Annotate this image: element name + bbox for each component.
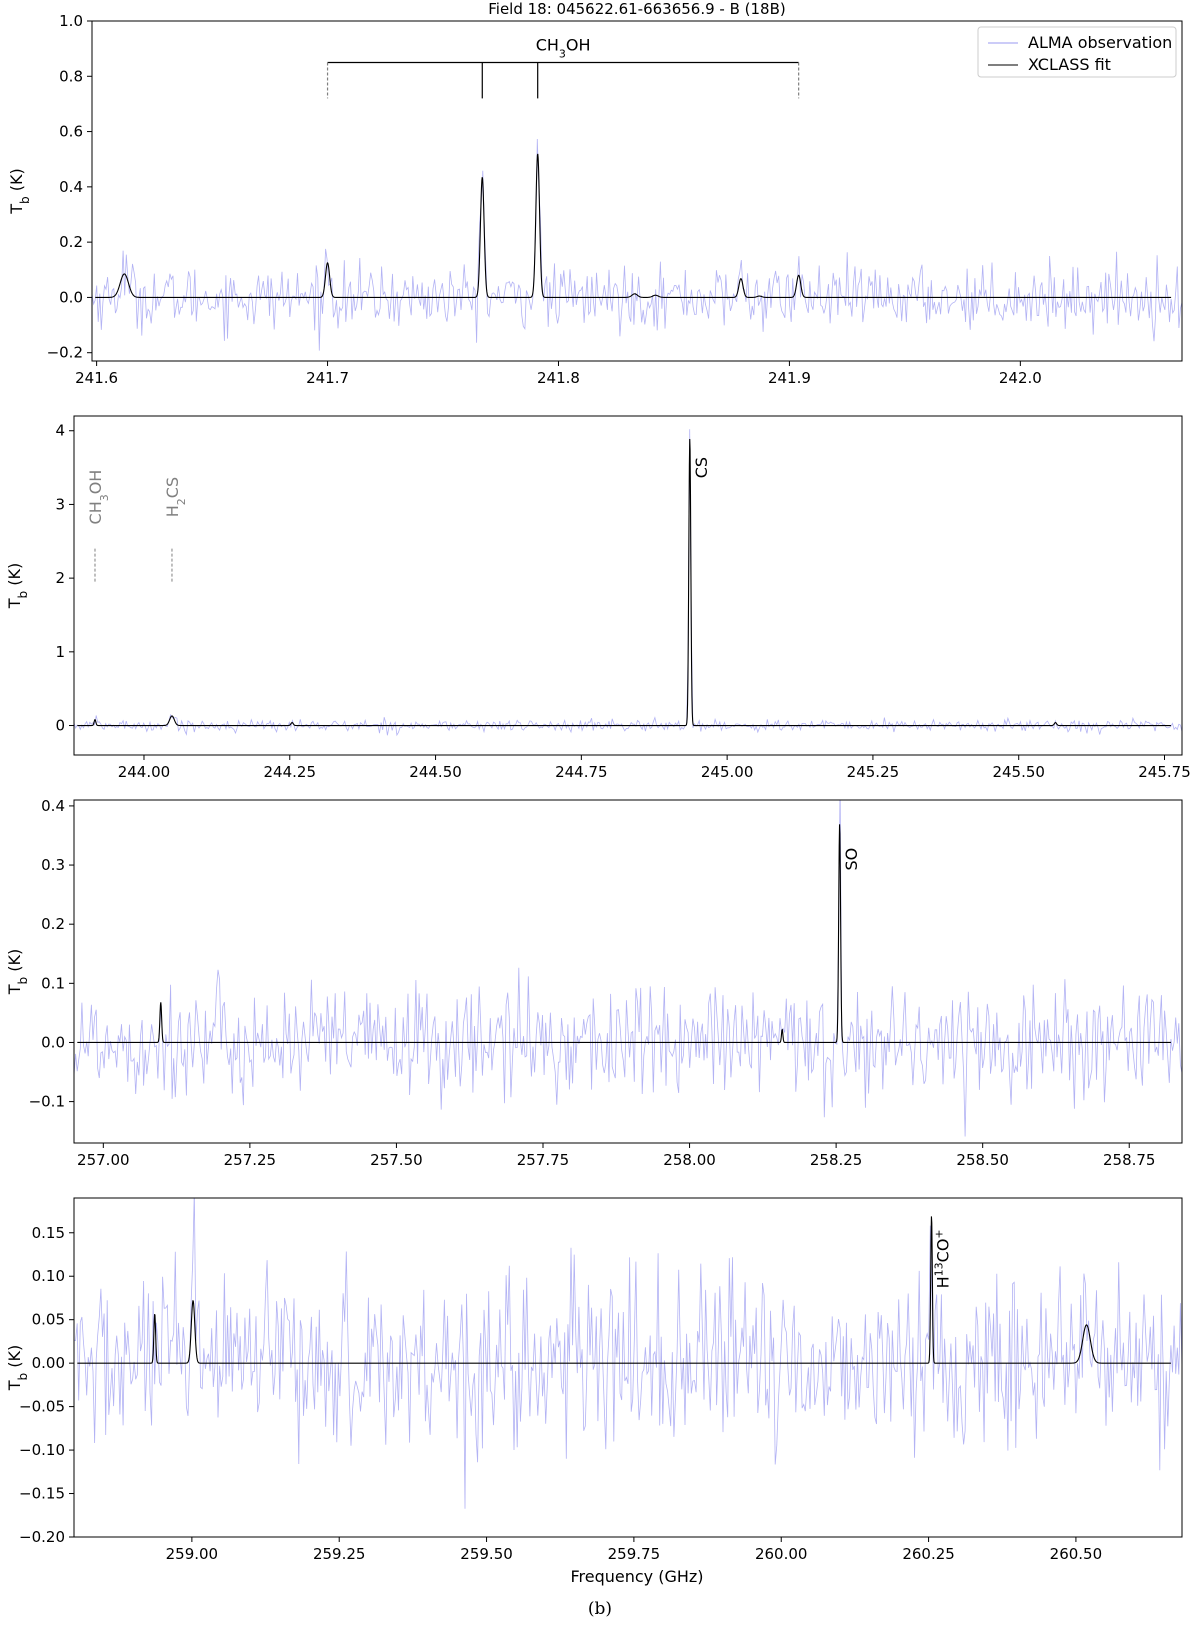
x-tick-label: 259.50	[460, 1545, 513, 1563]
observation-series	[74, 800, 1182, 1137]
molecule-label: H2CS	[163, 477, 188, 517]
x-tick-label: 258.50	[956, 1151, 1009, 1169]
figure-title: Field 18: 045622.61-663656.9 - B (18B)	[488, 0, 786, 18]
legend-box	[977, 26, 1177, 78]
x-tick-label: 244.75	[555, 763, 608, 781]
y-tick-label: −0.10	[19, 1441, 65, 1459]
molecule-label: H13CO+	[932, 1229, 953, 1288]
molecule-label: CH3OH	[536, 35, 591, 60]
panels: 241.6 241.7 241.8 241.9 242.0 −0.2 0.0 0.2 0.4 0.…	[5, 12, 1191, 1563]
y-axis-label: Tb (K)	[5, 563, 30, 609]
x-tick-label: 245.25	[847, 763, 900, 781]
plot-frame	[73, 415, 1183, 756]
y-tick-label: 0.6	[59, 123, 83, 141]
fit-series	[77, 1216, 1171, 1364]
y-tick-label: 0.0	[41, 1033, 65, 1051]
x-tick-label: 257.25	[224, 1151, 277, 1169]
spectrum-panel-2: 244.00 244.25 244.50 244.75 245.00 245.25 245.…	[5, 415, 1191, 781]
x-tick-label: 257.00	[77, 1151, 130, 1169]
x-tick-label: 258.25	[810, 1151, 863, 1169]
y-tick-label: 3	[55, 495, 65, 513]
y-tick-label: 1	[55, 643, 65, 661]
plot-frame	[73, 799, 1183, 1144]
y-tick-label: 0.8	[59, 67, 83, 85]
y-tick-label: −0.15	[19, 1485, 65, 1503]
x-tick-label: 244.25	[264, 763, 317, 781]
molecule-label: CS	[692, 457, 711, 478]
legend-entry: ALMA observation	[1028, 33, 1172, 52]
y-tick-label: 0.05	[32, 1311, 65, 1329]
y-axis-label: Tb (K)	[5, 1345, 30, 1391]
x-tick-label: 241.9	[768, 369, 811, 387]
y-tick-label: −0.05	[19, 1398, 65, 1416]
x-tick-label: 244.00	[118, 763, 171, 781]
legend: ALMA observation XCLASS fit	[977, 26, 1177, 78]
spectrum-panel-4: 259.00 259.25 259.50 259.75 260.00 260.25 260.…	[5, 1197, 1183, 1563]
molecule-label: SO	[842, 848, 861, 871]
y-tick-label: 1.0	[59, 12, 83, 30]
x-tick-label: 259.25	[313, 1545, 366, 1563]
y-tick-label: −0.2	[47, 344, 83, 362]
x-tick-label: 242.0	[999, 369, 1042, 387]
x-tick-label: 245.00	[701, 763, 754, 781]
legend-entry: XCLASS fit	[1028, 55, 1111, 74]
y-tick-label: 0.10	[32, 1267, 65, 1285]
x-tick-label: 260.00	[755, 1545, 808, 1563]
x-axis-label: Frequency (GHz)	[570, 1567, 703, 1586]
x-tick-label: 260.25	[902, 1545, 955, 1563]
y-tick-label: 0.4	[41, 797, 65, 815]
observation-series	[92, 138, 1182, 351]
x-tick-label: 257.50	[370, 1151, 423, 1169]
y-tick-label: 0.0	[59, 288, 83, 306]
x-tick-label: 241.8	[537, 369, 580, 387]
fit-series	[95, 153, 1172, 298]
figure-caption: (b)	[587, 1599, 613, 1619]
x-tick-label: 241.6	[75, 369, 118, 387]
y-tick-label: 0.2	[41, 915, 65, 933]
x-tick-label: 245.75	[1138, 763, 1191, 781]
y-tick-label: 4	[55, 422, 65, 440]
x-tick-label: 257.75	[517, 1151, 570, 1169]
x-tick-label: 258.75	[1103, 1151, 1156, 1169]
spectrum-panel-3: 257.00 257.25 257.50 257.75 258.00 258.25 258.…	[5, 797, 1183, 1169]
y-axis-label: Tb (K)	[5, 949, 30, 995]
y-tick-label: −0.1	[29, 1093, 65, 1111]
y-tick-label: 0.4	[59, 178, 83, 196]
molecule-label: CH3OH	[86, 470, 111, 525]
fit-series	[77, 438, 1171, 727]
y-tick-label: 2	[55, 569, 65, 587]
y-tick-label: −0.20	[19, 1528, 65, 1546]
x-tick-label: 259.75	[608, 1545, 661, 1563]
y-tick-label: 0.00	[32, 1354, 65, 1372]
y-tick-label: 0	[55, 717, 65, 735]
x-tick-label: 260.50	[1050, 1545, 1103, 1563]
y-tick-label: 0.1	[41, 974, 65, 992]
fit-series	[77, 824, 1171, 1044]
y-tick-label: 0.2	[59, 233, 83, 251]
y-tick-label: 0.3	[41, 856, 65, 874]
x-tick-label: 244.50	[409, 763, 462, 781]
x-tick-label: 259.00	[166, 1545, 219, 1563]
observation-series	[74, 429, 1182, 737]
plot-frame	[91, 20, 1183, 362]
y-tick-label: 0.15	[32, 1224, 65, 1242]
observation-series	[74, 1198, 1182, 1509]
x-tick-label: 241.7	[306, 369, 349, 387]
x-tick-label: 258.00	[663, 1151, 716, 1169]
x-tick-label: 245.50	[992, 763, 1045, 781]
y-axis-label: Tb (K)	[7, 168, 32, 214]
plot-frame	[73, 1197, 1183, 1538]
spectrum-panel-1: 241.6 241.7 241.8 241.9 242.0 −0.2 0.0 0.2 0.4 0.…	[7, 12, 1183, 387]
